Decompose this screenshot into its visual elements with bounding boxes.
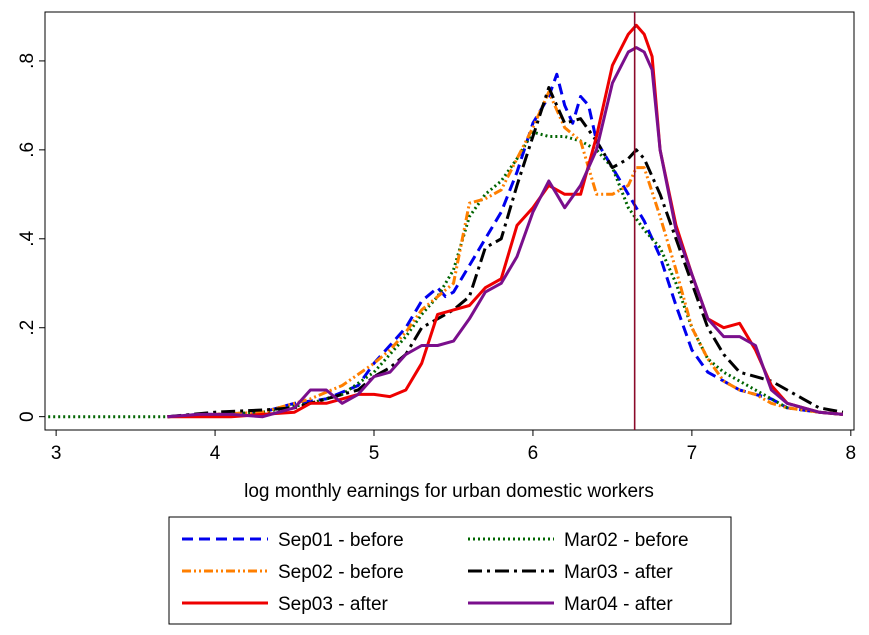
legend-label: Mar04 - after	[564, 594, 673, 615]
x-tick-label: 7	[687, 443, 698, 464]
y-tick-label: 0	[17, 411, 38, 422]
series-line-mar04-after	[167, 46, 844, 419]
legend: Sep01 - before Sep02 - before Sep03 - afte…	[182, 530, 689, 615]
legend-label: Sep02 - before	[278, 562, 404, 583]
series-line-sep01-before	[167, 72, 844, 419]
x-tick-label: 6	[528, 443, 539, 464]
legend-label: Mar02 - before	[564, 530, 689, 551]
x-axis-label: log monthly earnings for urban domestic …	[244, 481, 654, 502]
legend-label: Sep01 - before	[278, 530, 404, 551]
y-tick-label: .6	[17, 142, 38, 158]
plot-area	[44, 11, 855, 431]
x-tick-label: 5	[369, 443, 380, 464]
legend-label: Sep03 - after	[278, 594, 389, 615]
y-tick-label: .4	[17, 230, 38, 246]
series-layer	[48, 23, 844, 419]
x-axis-ticks: 3 4 5 6 7 8	[51, 430, 856, 464]
legend-label: Mar03 - after	[564, 562, 673, 583]
legend-box	[168, 516, 732, 625]
series-line-sep02-before	[167, 90, 844, 419]
y-tick-label: .2	[17, 320, 38, 336]
x-tick-label: 8	[846, 443, 857, 464]
y-axis-ticks: 0 .2 .4 .6 .8	[17, 53, 45, 422]
x-tick-label: 4	[210, 443, 221, 464]
x-tick-label: 3	[51, 443, 62, 464]
y-tick-label: .8	[17, 53, 38, 69]
